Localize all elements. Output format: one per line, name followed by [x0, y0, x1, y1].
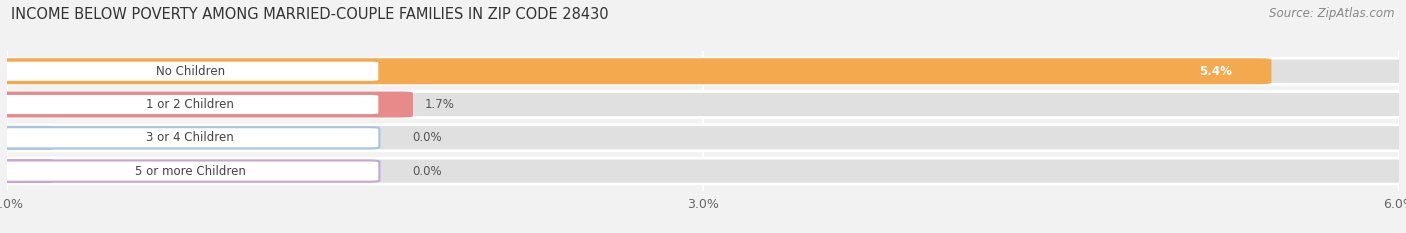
Text: 3 or 4 Children: 3 or 4 Children [146, 131, 235, 144]
Text: No Children: No Children [156, 65, 225, 78]
Text: 0.0%: 0.0% [412, 164, 441, 178]
FancyBboxPatch shape [0, 58, 1271, 84]
FancyBboxPatch shape [1, 61, 380, 82]
Text: 5 or more Children: 5 or more Children [135, 164, 246, 178]
Text: INCOME BELOW POVERTY AMONG MARRIED-COUPLE FAMILIES IN ZIP CODE 28430: INCOME BELOW POVERTY AMONG MARRIED-COUPL… [11, 7, 609, 22]
Text: 1 or 2 Children: 1 or 2 Children [146, 98, 235, 111]
Text: 0.0%: 0.0% [412, 131, 441, 144]
FancyBboxPatch shape [1, 94, 380, 115]
FancyBboxPatch shape [0, 92, 413, 117]
FancyBboxPatch shape [1, 161, 380, 182]
FancyBboxPatch shape [0, 158, 1406, 184]
FancyBboxPatch shape [3, 126, 53, 150]
Text: 1.7%: 1.7% [425, 98, 454, 111]
FancyBboxPatch shape [0, 58, 1406, 84]
Text: Source: ZipAtlas.com: Source: ZipAtlas.com [1270, 7, 1395, 20]
Text: 5.4%: 5.4% [1199, 65, 1232, 78]
FancyBboxPatch shape [0, 125, 1406, 151]
FancyBboxPatch shape [1, 127, 380, 148]
FancyBboxPatch shape [3, 159, 53, 183]
FancyBboxPatch shape [0, 92, 1406, 117]
